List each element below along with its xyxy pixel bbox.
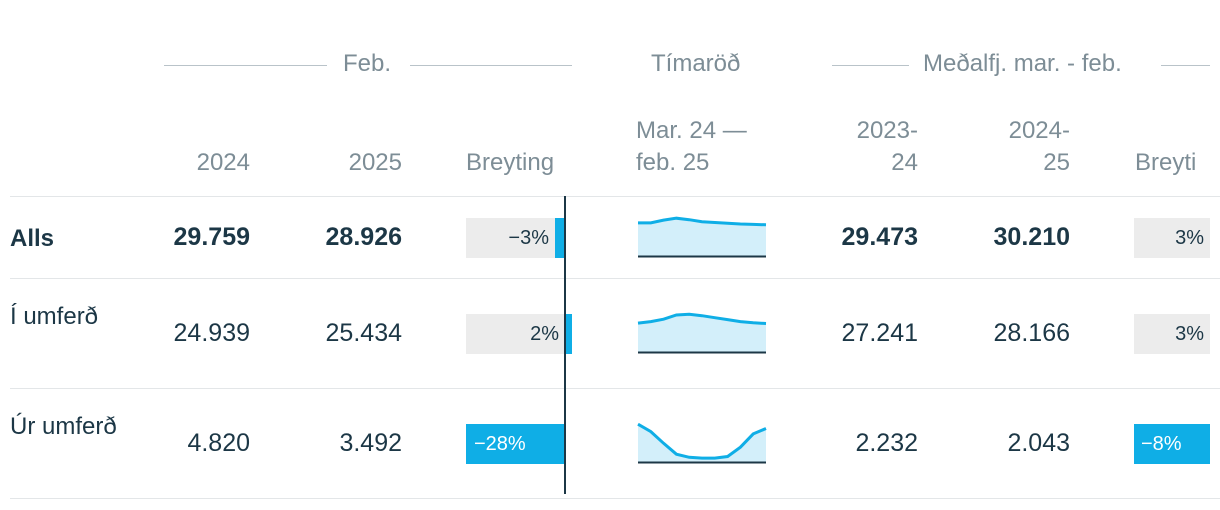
change-bar-fill: [555, 218, 565, 258]
avg-change-value-label: 3%: [1175, 227, 1204, 249]
average-group-line-left: [832, 65, 909, 66]
column-header-avg-2024-25-line2: 25: [1043, 149, 1070, 176]
change-value-label: 2%: [530, 323, 559, 345]
value-2025: 28.926: [325, 223, 402, 251]
row-label-alls: Alls: [10, 225, 55, 252]
value-2024: 4.820: [187, 429, 250, 457]
value-2024: 24.939: [173, 319, 250, 347]
sparkline-line: [637, 422, 767, 460]
column-header-2025: 2025: [348, 149, 402, 176]
column-header-avg-2023-24-line1: 2023-: [856, 117, 918, 144]
avg-change-bar-fill: [1134, 424, 1210, 464]
change-value-label: −28%: [474, 433, 526, 455]
column-header-change: Breyting: [466, 149, 555, 176]
change-value-label: −3%: [508, 227, 549, 249]
row-label-text: Úr umferð: [10, 413, 117, 440]
avg-2023-24: 27.241: [841, 319, 918, 347]
column-header-avg-2024-25-line1: 2024-: [1008, 117, 1070, 144]
sparkline-area: [638, 424, 766, 462]
change-bar-background: [466, 218, 565, 258]
row-separator: [10, 278, 1220, 279]
feb-group-line-left: [164, 65, 327, 66]
sparkline-line: [638, 216, 767, 227]
row-separator: [10, 498, 1220, 499]
column-header-2024: 2024: [196, 149, 250, 176]
avg-change-bar-background: [1134, 218, 1210, 258]
sparkline-alls: [638, 216, 767, 258]
feb-group-line-right: [410, 65, 572, 66]
avg-2024-25: 30.210: [993, 223, 1070, 251]
sparkline-i-umferd: [637, 312, 767, 354]
change-zero-axis: [564, 196, 566, 494]
row-separator: [10, 196, 1220, 197]
avg-2023-24: 29.473: [841, 223, 918, 251]
average-group-label: Meðalfj. mar. - feb.: [923, 50, 1122, 77]
avg-change-value-label: 3%: [1175, 323, 1204, 345]
avg-2023-24: 2.232: [855, 429, 918, 457]
column-header-avg-2023-24-line2: 24: [891, 149, 918, 176]
avg-2024-25: 2.043: [1007, 429, 1070, 457]
value-2025: 25.434: [325, 319, 402, 347]
row-separator: [10, 388, 1220, 389]
timeseries-group-label: Tímaröð: [651, 50, 741, 77]
change-bar-fill: [565, 314, 572, 354]
sparkline-line: [637, 312, 767, 325]
row-label-ur-umferd: Úr umferð: [10, 410, 120, 444]
column-header-avg-change: Breyti: [1135, 149, 1197, 176]
avg-change-bar-background: [1134, 314, 1210, 354]
column-header-period-line1: Mar. 24 —: [636, 117, 747, 144]
avg-change-value-label: −8%: [1141, 433, 1182, 455]
row-label-text: Í umferð: [10, 303, 99, 330]
sparkline-area: [638, 314, 766, 352]
average-group-line-right: [1161, 65, 1210, 66]
sparkline-ur-umferd: [637, 422, 767, 464]
column-header-period-line2: feb. 25: [636, 149, 710, 176]
avg-2024-25: 28.166: [993, 319, 1070, 347]
value-2024: 29.759: [173, 223, 250, 251]
row-label-i-umferd: Í umferð: [10, 300, 120, 334]
change-bar-background: [466, 314, 565, 354]
feb-group-label: Feb.: [343, 50, 392, 77]
change-bar-fill: [466, 424, 565, 464]
value-2025: 3.492: [339, 429, 402, 457]
sparkline-area: [638, 218, 766, 256]
